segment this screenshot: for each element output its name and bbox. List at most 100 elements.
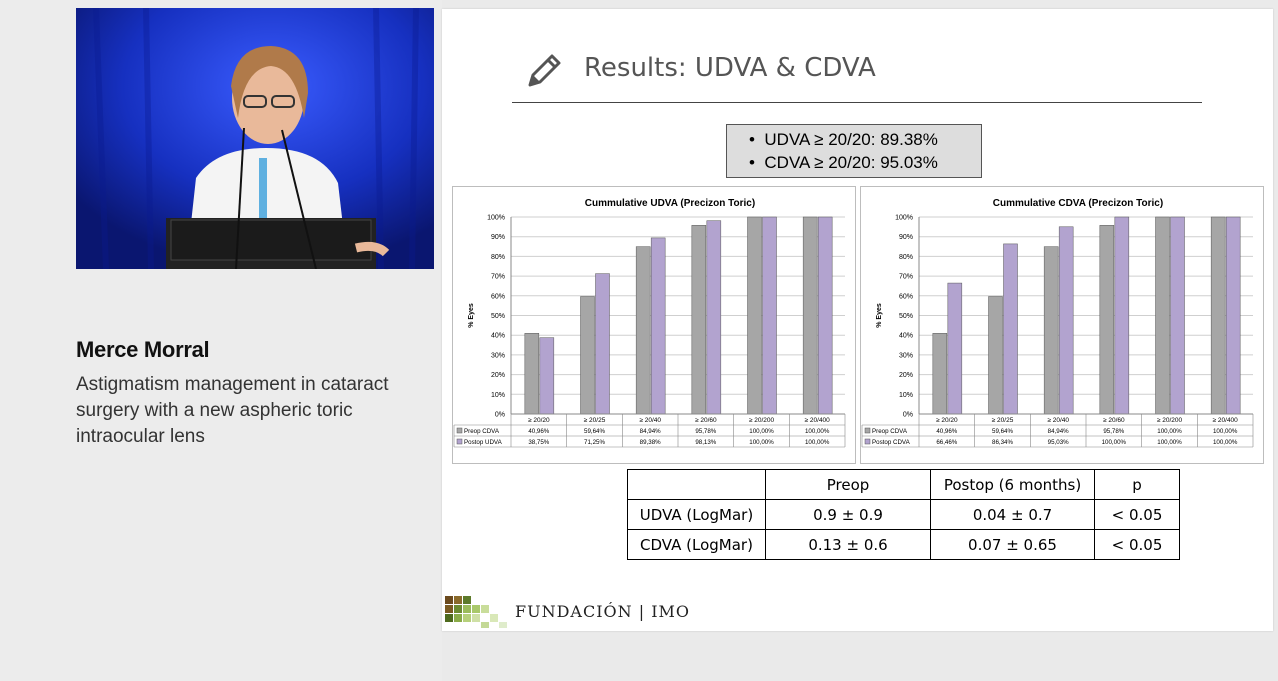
data-label: 100,00%: [1213, 439, 1238, 446]
y-tick-label: 60%: [491, 293, 505, 300]
data-label: 59,64%: [584, 428, 605, 435]
data-label: 95,78%: [1103, 428, 1124, 435]
fundacion-imo-logo: [445, 596, 507, 628]
summary-cdva-text: CDVA ≥ 20/20: 95.03%: [764, 153, 938, 172]
category-label: ≥ 20/25: [992, 417, 1014, 424]
data-label: 86,34%: [992, 439, 1013, 446]
talk-title: Astigmatism management in cataract surge…: [76, 374, 389, 447]
category-label: ≥ 20/25: [584, 417, 606, 424]
logo-text: FUNDACIÓN | IMO: [515, 602, 691, 621]
y-tick-label: 20%: [491, 372, 505, 379]
bar: [932, 333, 948, 415]
bar: [947, 282, 963, 415]
legend-label: Postop CDVA: [872, 439, 911, 446]
y-tick-label: 90%: [491, 234, 505, 241]
bar: [595, 273, 610, 415]
data-label: 100,00%: [805, 428, 830, 435]
table-cell: 0.13 ± 0.6: [765, 529, 931, 560]
chart-title: Cummulative CDVA (Precizon Toric): [993, 198, 1163, 209]
bar: [817, 216, 833, 415]
category-label: ≥ 20/40: [1047, 417, 1069, 424]
cdva-chart-svg: Cummulative CDVA (Precizon Toric) % Eyes 0…: [861, 198, 1254, 448]
bar: [706, 220, 722, 415]
data-label: 100,00%: [1213, 428, 1238, 435]
table-cell: UDVA (LogMar): [627, 499, 766, 530]
y-tick-label: 70%: [899, 274, 913, 281]
data-label: 100,00%: [749, 439, 774, 446]
legend-label: Postop UDVA: [464, 439, 503, 446]
data-label: 100,00%: [805, 439, 830, 446]
table-cell: 0.04 ± 0.7: [930, 499, 1095, 530]
bar: [1225, 216, 1241, 415]
bar: [691, 225, 707, 415]
category-label: ≥ 20/20: [936, 417, 958, 424]
y-tick-label: 30%: [491, 352, 505, 359]
speaker-video-frame: [76, 8, 434, 269]
legend-label: Preop CDVA: [872, 428, 908, 435]
table-header-row: Preop Postop (6 months) p: [627, 469, 1180, 500]
table-cell: 0.9 ± 0.9: [765, 499, 931, 530]
udva-chart-svg: Cummulative UDVA (Precizon Toric) % Eyes 0…: [453, 198, 846, 448]
y-tick-label: 100%: [487, 215, 505, 222]
table-header-cell: Postop (6 months): [930, 469, 1095, 500]
table-header-cell: Preop: [765, 469, 931, 500]
y-tick-label: 90%: [899, 234, 913, 241]
data-label: 40,96%: [936, 428, 957, 435]
y-tick-label: 10%: [491, 392, 505, 399]
data-label: 84,94%: [640, 428, 661, 435]
y-tick-label: 0%: [903, 412, 913, 419]
y-tick-label: 30%: [899, 352, 913, 359]
category-label: ≥ 20/400: [1213, 417, 1239, 424]
category-label: ≥ 20/400: [805, 417, 831, 424]
presentation-slide: Results: UDVA & CDVA • UDVA ≥ 20/20: 89.…: [442, 9, 1273, 631]
data-label: 100,00%: [749, 428, 774, 435]
category-label: ≥ 20/40: [639, 417, 661, 424]
bar: [524, 333, 540, 415]
data-label: 100,00%: [1102, 439, 1127, 446]
y-tick-label: 50%: [899, 313, 913, 320]
data-label: 100,00%: [1157, 439, 1182, 446]
logo-mosaic-icon: [445, 596, 507, 628]
table-header-cell: p: [1094, 469, 1180, 500]
data-label: 84,94%: [1048, 428, 1069, 435]
summary-line-udva: • UDVA ≥ 20/20: 89.38%: [749, 130, 938, 149]
y-tick-label: 10%: [899, 392, 913, 399]
bar: [988, 296, 1003, 415]
bar: [1210, 216, 1226, 415]
y-tick-label: 0%: [495, 412, 505, 419]
data-label: 38,75%: [528, 439, 549, 446]
bar: [1058, 226, 1074, 415]
table-row: UDVA (LogMar) 0.9 ± 0.9 0.04 ± 0.7 < 0.0…: [627, 499, 1180, 530]
summary-line-cdva: • CDVA ≥ 20/20: 95.03%: [749, 153, 938, 172]
data-label: 71,25%: [584, 439, 605, 446]
legend-swatch: [456, 438, 463, 445]
bar: [635, 246, 651, 415]
table-cell: 0.07 ± 0.65: [930, 529, 1095, 560]
y-tick-label: 100%: [895, 215, 913, 222]
y-tick-label: 60%: [899, 293, 913, 300]
bar: [539, 337, 555, 415]
slide-title: Results: UDVA & CDVA: [584, 53, 876, 83]
pencil-icon: [528, 54, 561, 87]
category-label: ≥ 20/200: [1157, 417, 1183, 424]
y-tick-label: 80%: [899, 254, 913, 261]
category-label: ≥ 20/20: [528, 417, 550, 424]
results-table: Preop Postop (6 months) p UDVA (LogMar) …: [627, 469, 1180, 560]
legend-swatch: [456, 427, 463, 434]
category-label: ≥ 20/200: [749, 417, 775, 424]
cdva-chart: Cummulative CDVA (Precizon Toric) % Eyes 0…: [860, 186, 1264, 464]
title-divider: [512, 102, 1202, 103]
bar: [1170, 216, 1185, 415]
summary-udva-text: UDVA ≥ 20/20: 89.38%: [764, 130, 938, 149]
y-tick-label: 70%: [491, 274, 505, 281]
bar: [650, 237, 666, 415]
data-label: 59,64%: [992, 428, 1013, 435]
speaker-video[interactable]: [76, 8, 434, 269]
bar: [762, 216, 777, 415]
data-label: 98,13%: [695, 439, 716, 446]
bar: [1099, 225, 1115, 415]
speaker-panel: Merce Morral Astigmatism management in c…: [0, 0, 442, 681]
y-tick-label: 20%: [899, 372, 913, 379]
category-label: ≥ 20/60: [1103, 417, 1125, 424]
bar: [802, 216, 818, 415]
